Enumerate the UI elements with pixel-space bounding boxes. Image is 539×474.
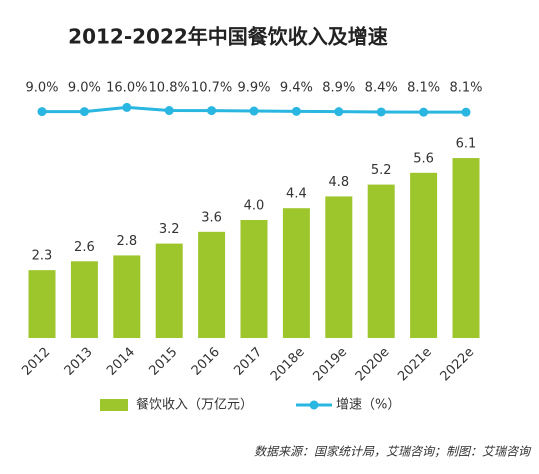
line-label: 8.1%: [449, 81, 482, 96]
bar-label: 2.6: [74, 240, 95, 255]
bar-label: 3.6: [201, 210, 222, 225]
legend-label: 餐饮收入（万亿元）: [136, 397, 253, 413]
bar-label: 4.8: [328, 175, 349, 190]
legend-label: 增速（%）: [336, 398, 400, 413]
x-tick-label: 2012: [19, 345, 53, 379]
line-label: 9.4%: [280, 81, 313, 96]
line-point: [164, 106, 174, 116]
line-point: [37, 107, 47, 117]
line-point: [334, 107, 344, 117]
bar-label: 2.8: [116, 234, 137, 249]
line-label: 10.8%: [149, 81, 190, 96]
line-label: 8.4%: [365, 81, 398, 96]
bar: [240, 220, 268, 338]
line-label: 8.9%: [322, 81, 355, 96]
bar-label: 3.2: [159, 222, 180, 237]
line-point: [376, 107, 386, 117]
line-point: [419, 107, 429, 117]
x-tick-label: 2016: [189, 345, 223, 379]
x-tick-label: 2021e: [395, 345, 435, 385]
bar-label: 4.4: [286, 187, 307, 202]
bar-label: 5.6: [413, 151, 434, 166]
bar: [410, 172, 438, 338]
bar-label: 6.1: [456, 137, 477, 152]
line-point: [79, 107, 89, 117]
line-label: 8.1%: [407, 81, 440, 96]
x-tick-label: 2019e: [310, 345, 350, 385]
x-tick-label: 2014: [104, 345, 138, 379]
bar-label: 2.3: [32, 249, 53, 264]
bar: [282, 208, 310, 338]
bar: [113, 255, 141, 338]
line-label: 9.9%: [237, 81, 270, 96]
x-tick-label: 2018e: [268, 345, 308, 385]
source: 数据来源：国家统计局，艾瑞咨询；制图：艾瑞咨询: [254, 445, 532, 459]
bar-label: 4.0: [244, 199, 265, 214]
line-label: 9.0%: [68, 81, 101, 96]
x-tick-label: 2015: [146, 345, 180, 379]
bar: [28, 270, 56, 338]
bar: [325, 196, 353, 338]
legend-swatch: [100, 399, 128, 411]
legend-swatch: [309, 400, 319, 410]
bar: [198, 231, 226, 338]
x-tick-label: 2022e: [438, 345, 478, 385]
line-point: [249, 106, 259, 116]
line-label: 16.0%: [106, 81, 147, 96]
bar: [367, 184, 395, 338]
line-point: [461, 107, 471, 117]
bar-label: 5.2: [371, 163, 392, 178]
line-label: 10.7%: [191, 81, 232, 96]
x-tick-label: 2013: [62, 345, 96, 379]
bar: [70, 261, 98, 338]
line-point: [122, 102, 132, 112]
x-tick-label: 2017: [231, 345, 265, 379]
x-tick-label: 2020e: [353, 345, 393, 385]
line-label: 9.0%: [25, 81, 58, 96]
line-point: [291, 106, 301, 116]
chart-title: 2012-2022年中国餐饮收入及增速: [68, 25, 388, 49]
line-point: [207, 106, 217, 116]
bar: [452, 158, 480, 338]
bar: [155, 243, 183, 338]
